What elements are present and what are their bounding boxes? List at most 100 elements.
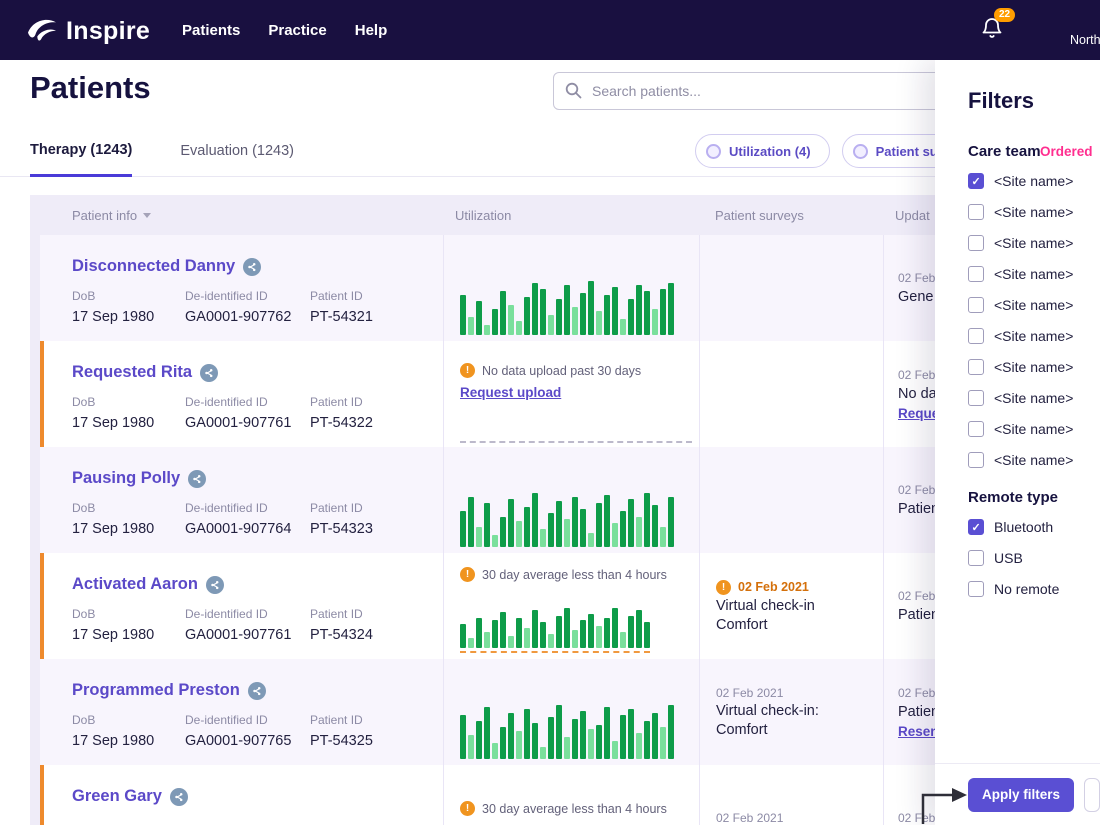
checkbox[interactable] (968, 359, 984, 375)
bell-icon (980, 18, 1004, 44)
utilization-bar (668, 705, 674, 759)
care-team-option[interactable]: <Site name> (968, 234, 1100, 252)
checkbox[interactable] (968, 581, 984, 597)
column-header-patient-info[interactable]: Patient info (72, 208, 152, 223)
utilization-bar (564, 737, 570, 759)
deid-value: GA0001-907764 (185, 521, 292, 537)
update-link[interactable]: Resen (898, 723, 939, 739)
care-team-option[interactable]: <Site name> (968, 296, 1100, 314)
patient-name-link[interactable]: Green Gary (72, 787, 162, 805)
tab-evaluation[interactable]: Evaluation (1243) (180, 143, 295, 159)
ordered-label: Ordered (1040, 144, 1093, 159)
nav-item-help[interactable]: Help (354, 21, 388, 39)
filters-panel: Filters Care team Ordered <Site name> <S… (935, 60, 1100, 825)
survey-date: 02 Feb 2021 (716, 686, 784, 700)
checkbox[interactable] (968, 519, 984, 535)
deid-value: GA0001-907765 (185, 733, 292, 749)
filter-pill-utilization[interactable]: Utilization (4) (695, 134, 830, 168)
update-link[interactable]: Reque (898, 405, 940, 421)
checkbox[interactable] (968, 204, 984, 220)
checkbox[interactable] (968, 297, 984, 313)
utilization-bar (532, 283, 538, 335)
utilization-bar (628, 616, 634, 648)
surveys-cell: 02 Feb 2021 Virtual check-in Comfort (700, 553, 883, 659)
patient-name-link[interactable]: Requested Rita (72, 363, 193, 381)
utilization-bar (476, 618, 482, 648)
utilization-bar (588, 281, 594, 335)
request-upload-link[interactable]: Request upload (460, 385, 562, 400)
utilization-chart (460, 699, 674, 759)
checkbox[interactable] (968, 550, 984, 566)
pid-label: Patient ID (310, 395, 363, 409)
apply-filters-button[interactable]: Apply filters (968, 777, 1075, 812)
checkbox[interactable] (968, 328, 984, 344)
update-text: No da (898, 385, 937, 402)
patient-row-aaron: Activated Aaron DoB 17 Sep 1980 De-identi… (40, 553, 1100, 659)
deid-value: GA0001-907761 (185, 415, 292, 431)
nav-item-practice[interactable]: Practice (268, 21, 327, 39)
updates-cell: 02 Feb Patien (883, 447, 1100, 553)
notifications-bell-button[interactable]: 22 (980, 8, 1016, 44)
share-status-icon (247, 681, 266, 700)
utilization-bar (596, 311, 602, 335)
inspire-logo-icon (26, 14, 58, 49)
utilization-bar (476, 721, 482, 759)
care-team-option[interactable]: <Site name> (968, 451, 1100, 469)
utilization-bar (492, 620, 498, 648)
checkbox[interactable] (968, 421, 984, 437)
remote-option-no-remote[interactable]: No remote (968, 580, 1100, 598)
remote-option-bluetooth[interactable]: Bluetooth (968, 518, 1100, 536)
utilization-bar (628, 299, 634, 335)
utilization-bar (580, 620, 586, 648)
care-team-option[interactable]: <Site name> (968, 172, 1100, 190)
utilization-bar (596, 626, 602, 648)
utilization-bar (644, 721, 650, 759)
utilization-bar (652, 713, 658, 759)
utilization-chart (460, 487, 674, 547)
utilization-chart (460, 607, 650, 653)
nav-item-patients[interactable]: Patients (182, 21, 241, 39)
patient-name-link[interactable]: Pausing Polly (72, 469, 181, 487)
utilization-bar (556, 299, 562, 335)
remote-option-usb[interactable]: USB (968, 549, 1100, 567)
checkbox[interactable] (968, 173, 984, 189)
checkbox[interactable] (968, 390, 984, 406)
utilization-bar (588, 729, 594, 759)
patient-name-link[interactable]: Programmed Preston (72, 681, 240, 699)
patient-row-danny: Disconnected Danny DoB 17 Sep 1980 De-ide… (40, 235, 1100, 341)
tab-therapy[interactable]: Therapy (1243) (30, 125, 133, 177)
checkbox[interactable] (968, 452, 984, 468)
inspire-logo[interactable]: Inspire (26, 14, 150, 49)
column-label: Patient surveys (715, 208, 804, 223)
patient-name-link[interactable]: Disconnected Danny (72, 257, 236, 275)
patient-name-link[interactable]: Activated Aaron (72, 575, 198, 593)
utilization-bar (620, 715, 626, 759)
patient-row-preston: Programmed Preston DoB 17 Sep 1980 De-ide… (40, 659, 1100, 765)
utilization-bar (524, 507, 530, 547)
column-label: Patient info (72, 208, 138, 223)
secondary-button[interactable] (1084, 777, 1100, 812)
care-team-option[interactable]: <Site name> (968, 420, 1100, 438)
utilization-bar (572, 497, 578, 547)
care-team-option[interactable]: <Site name> (968, 327, 1100, 345)
utilization-bar (540, 289, 546, 335)
share-status-icon (243, 257, 262, 276)
utilization-bar (644, 493, 650, 547)
care-team-option[interactable]: <Site name> (968, 358, 1100, 376)
update-date: 02 Feb (898, 271, 936, 285)
filters-title: Filters (968, 88, 1035, 113)
share-status-icon (169, 787, 188, 806)
updates-cell: 02 Feb Gene (883, 235, 1100, 341)
checkbox[interactable] (968, 235, 984, 251)
utilization-bar (556, 616, 562, 648)
update-text: Gene (898, 289, 934, 305)
care-team-option[interactable]: <Site name> (968, 389, 1100, 407)
care-team-option[interactable]: <Site name> (968, 265, 1100, 283)
dob-value: 17 Sep 1980 (72, 309, 155, 325)
pill-circle-icon (852, 143, 868, 159)
deid-value: GA0001-907761 (185, 627, 292, 643)
utilization-bar (588, 614, 594, 648)
checkbox[interactable] (968, 266, 984, 282)
no-upload-message: No data upload past 30 days (482, 363, 642, 378)
care-team-option[interactable]: <Site name> (968, 203, 1100, 221)
